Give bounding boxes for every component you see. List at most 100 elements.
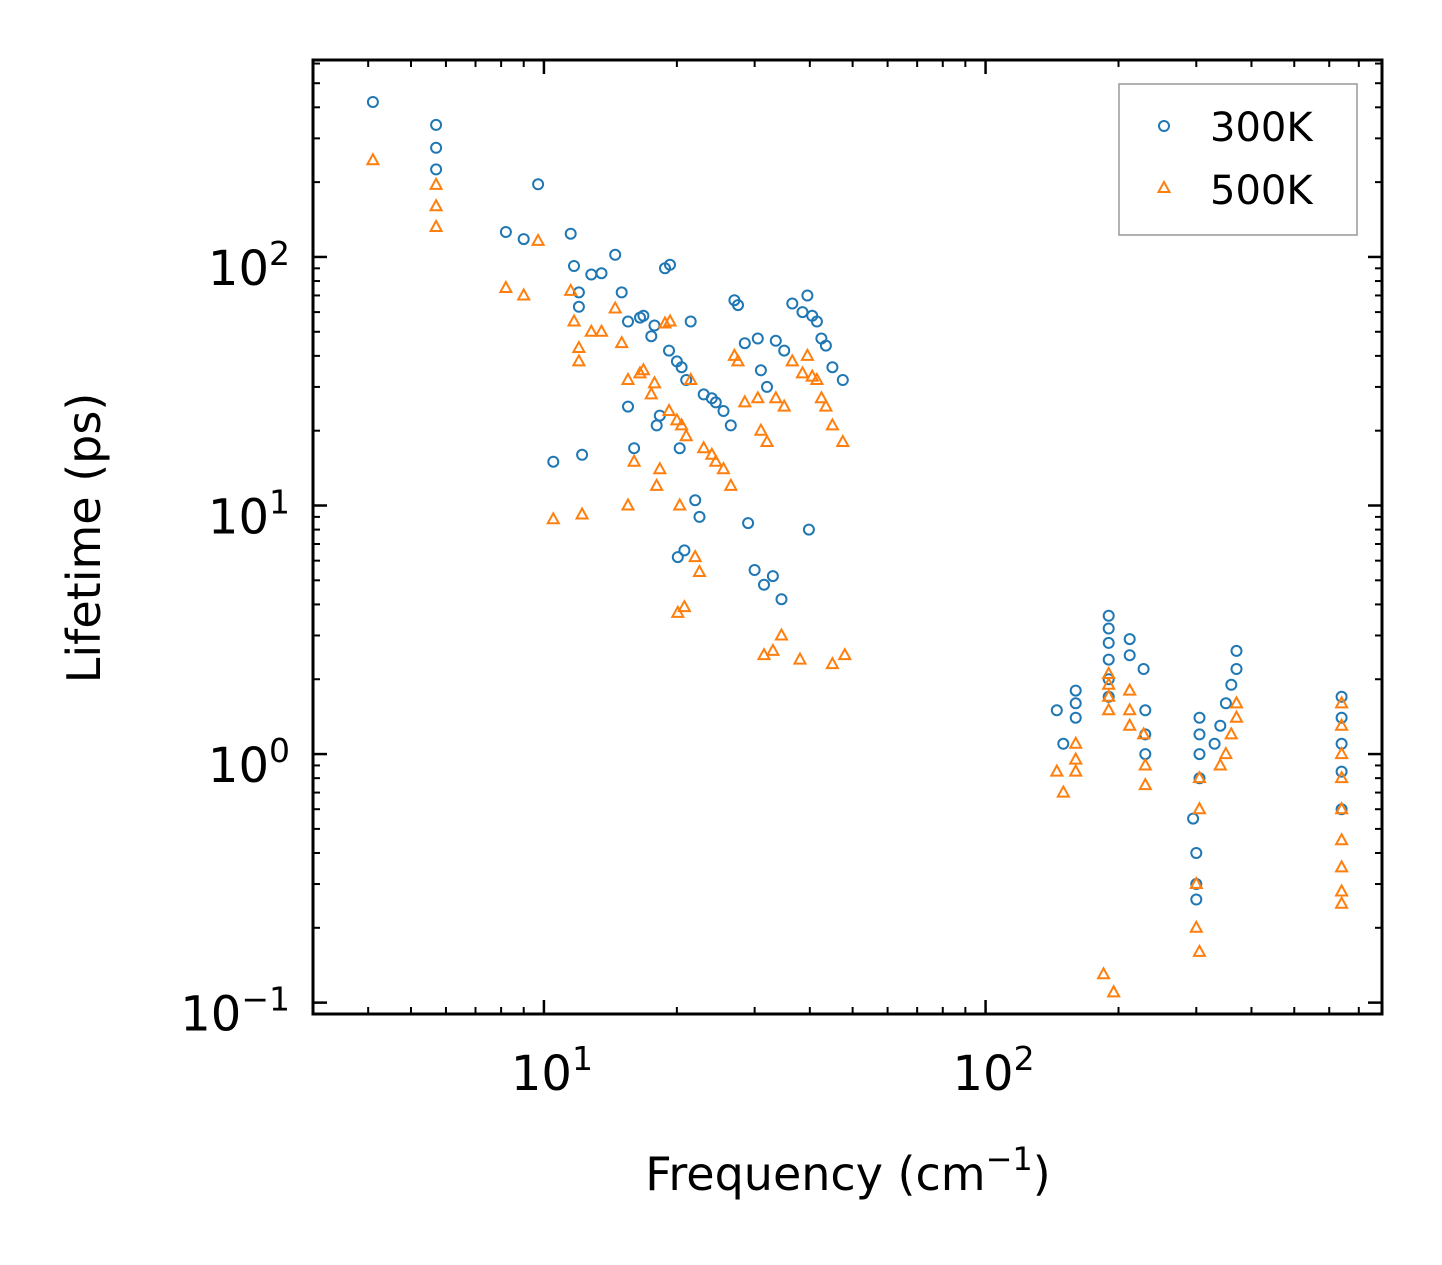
point-500k-38 (696, 440, 711, 454)
point-300k-44 (732, 299, 744, 312)
point-500k-46 (750, 390, 766, 404)
point-500k-45 (737, 394, 752, 408)
point-500k-22 (644, 386, 659, 400)
point-500k-18 (620, 497, 636, 511)
point-300k-45 (738, 337, 751, 350)
point-300k-33 (673, 442, 686, 455)
point-300k-7 (547, 455, 560, 468)
point-300k-16 (615, 286, 628, 299)
point-300k-49 (769, 334, 782, 347)
point-500k-90 (1068, 763, 1083, 777)
point-500k-41 (716, 461, 731, 475)
point-300k-40 (709, 396, 722, 409)
point-500k-15 (608, 300, 623, 314)
point-300k-22 (645, 330, 658, 343)
point-500k-99 (1192, 943, 1207, 957)
point-500k-64 (825, 656, 840, 670)
point-300k-15 (609, 248, 622, 261)
point-500k-1 (428, 176, 444, 190)
y-tick-label-100: 102 (208, 234, 290, 297)
legend-label-300k: 300K (1210, 105, 1314, 151)
points-layer (365, 96, 1349, 998)
point-500k-40 (708, 453, 723, 467)
point-300k-51 (786, 297, 799, 310)
point-500k-78 (1213, 757, 1228, 771)
point-500k-63 (792, 651, 808, 665)
point-500k-51 (785, 353, 800, 367)
point-300k-30 (675, 361, 688, 374)
point-500k-2 (428, 198, 444, 212)
point-500k-84 (1334, 832, 1349, 846)
point-500k-97 (1189, 875, 1204, 890)
point-300k-95 (1193, 728, 1206, 741)
point-300k-79 (1214, 719, 1227, 732)
point-500k-61 (765, 642, 781, 656)
point-500k-16 (614, 335, 629, 349)
point-300k-47 (754, 364, 767, 377)
point-500k-23 (647, 375, 662, 389)
point-300k-6 (532, 178, 545, 191)
legend-marker-500k (1156, 179, 1172, 193)
point-500k-29 (669, 412, 685, 426)
point-300k-90 (1057, 737, 1070, 750)
legend: 300K 500K (1118, 83, 1358, 236)
point-500k-19 (626, 453, 642, 467)
point-500k-35 (677, 599, 692, 613)
point-300k-75 (1230, 644, 1243, 657)
point-500k-31 (679, 428, 694, 442)
point-300k-68 (1102, 636, 1115, 649)
point-300k-46 (751, 332, 764, 345)
point-300k-37 (693, 510, 706, 523)
point-500k-91 (1049, 763, 1065, 777)
point-500k-65 (837, 647, 852, 661)
point-500k-62 (774, 627, 789, 641)
point-500k-72 (1122, 717, 1137, 731)
point-300k-80 (1208, 737, 1221, 750)
point-300k-62 (748, 564, 761, 576)
point-500k-53 (800, 347, 815, 361)
point-500k-50 (777, 398, 792, 412)
point-500k-25 (652, 461, 668, 475)
point-500k-85 (1334, 859, 1349, 873)
legend-label-500k: 500K (1210, 168, 1314, 214)
point-500k-82 (1334, 770, 1349, 784)
point-300k-36 (689, 494, 702, 507)
point-300k-91 (1139, 704, 1152, 717)
point-300k-74 (1137, 663, 1150, 675)
point-500k-52 (795, 365, 810, 379)
point-500k-69 (1101, 702, 1116, 716)
point-500k-79 (1334, 695, 1349, 709)
point-500k-94 (1138, 777, 1153, 791)
point-300k-2 (430, 141, 443, 154)
point-300k-94 (1193, 711, 1206, 724)
point-500k-74 (1229, 695, 1244, 709)
point-500k-30 (674, 417, 689, 431)
plot-area-frame (311, 58, 1384, 1016)
point-300k-21 (637, 309, 650, 322)
point-300k-87 (1069, 697, 1082, 710)
point-300k-35 (678, 544, 691, 557)
point-300k-5 (517, 233, 530, 246)
point-300k-60 (802, 523, 815, 536)
point-300k-82 (1335, 711, 1348, 724)
series-300k (366, 96, 1348, 906)
point-500k-101 (1096, 966, 1111, 980)
point-500k-32 (683, 371, 698, 385)
point-500k-68 (1101, 688, 1116, 702)
point-500k-77 (1218, 745, 1234, 760)
x-tick-label-10: 101 (511, 1039, 593, 1102)
point-300k-73 (1123, 649, 1136, 662)
point-300k-8 (564, 227, 577, 240)
point-300k-4 (499, 226, 512, 238)
point-300k-77 (1225, 678, 1238, 691)
point-300k-81 (1335, 690, 1348, 703)
point-500k-58 (825, 417, 840, 431)
point-500k-6 (530, 232, 546, 246)
point-300k-86 (1069, 684, 1082, 697)
point-500k-8 (563, 282, 578, 296)
point-500k-21 (636, 362, 651, 376)
point-500k-83 (1334, 801, 1349, 815)
y-tick-label-10: 101 (208, 483, 290, 546)
point-500k-73 (1136, 726, 1151, 740)
point-500k-100 (1106, 984, 1121, 998)
